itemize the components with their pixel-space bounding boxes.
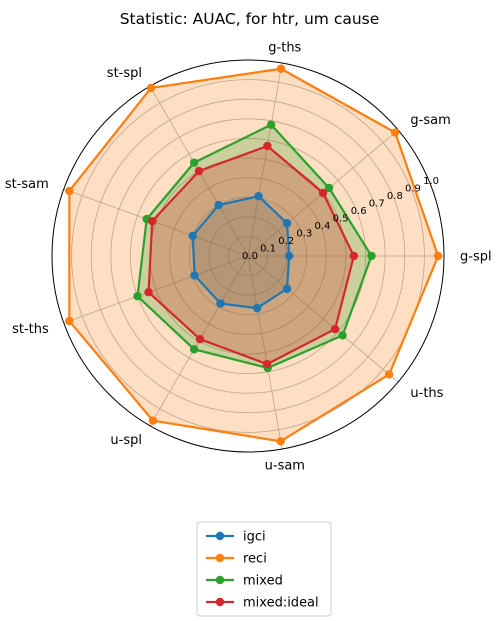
radial-tick-label: 1.0 (423, 176, 439, 187)
data-point-reci (390, 128, 400, 137)
series-line-reci (68, 67, 440, 443)
radial-tick-label: 0.8 (387, 191, 403, 202)
data-point-reci (276, 437, 285, 446)
legend-marker-igci (215, 531, 225, 541)
legend-label-mixed-ideal: mixed:ideal (243, 596, 319, 611)
legend-marker-mixed-ideal (215, 597, 225, 607)
data-point-mixed-ideal (318, 188, 328, 198)
data-point-igci (190, 271, 199, 280)
radial-tick-labels: 0.00.10.20.30.40.50.60.70.80.91.0 (242, 176, 439, 262)
series-fill-igci (192, 196, 290, 309)
data-point-mixed-ideal (330, 324, 340, 334)
data-point-reci (146, 83, 156, 93)
series-line-igci (191, 195, 291, 310)
legend-marker-reci (215, 553, 225, 563)
legend-marker-mixed (215, 575, 225, 585)
data-point-mixed (338, 331, 347, 340)
data-point-igci (188, 231, 197, 241)
axis-label-u-ths: u-ths (410, 386, 443, 401)
data-point-reci (65, 316, 74, 326)
chart-title: Statistic: AUAC, for htr, um cause (120, 10, 380, 28)
legend-label-reci: reci (243, 552, 267, 567)
data-point-igci (252, 303, 262, 313)
axis-label-st-spl: st-spl (107, 66, 142, 81)
series-fill-mixed-ideal (148, 145, 354, 365)
radial-tick-label: 0.7 (369, 198, 385, 209)
radial-tick-label: 0.4 (314, 221, 330, 232)
data-point-mixed-ideal (195, 334, 205, 344)
data-point-igci (254, 191, 263, 201)
data-point-mixed (324, 183, 334, 193)
data-point-mixed-ideal (144, 287, 153, 297)
data-point-reci (65, 186, 74, 196)
data-point-igci (284, 251, 294, 261)
grid-spoke (247, 255, 399, 383)
series-line-mixed (136, 123, 373, 370)
data-point-igci (216, 299, 225, 308)
data-point-mixed-ideal (194, 166, 204, 176)
radial-tick-label: 0.1 (260, 243, 276, 254)
grid-spoke (247, 255, 283, 450)
data-point-reci (148, 416, 158, 425)
radial-tick-label: 0.0 (242, 251, 258, 262)
data-point-reci (384, 370, 394, 379)
axis-label-g-spl: g-spl (460, 250, 492, 265)
axis-labels: g-spl g-sam g-ths st-spl st-sam st-ths u-spl u-… (5, 41, 492, 474)
data-point-mixed-ideal (262, 359, 272, 369)
axis-label-u-sam: u-sam (265, 458, 305, 473)
radial-tick-label: 0.6 (351, 206, 367, 217)
radial-tick-label: 0.9 (405, 183, 421, 194)
axis-label-g-sam: g-sam (410, 113, 450, 128)
data-point-mixed (133, 292, 142, 301)
legend-box (196, 521, 332, 617)
legend: igci reci mixed mixed:ideal (196, 521, 332, 617)
radial-tick-label: 0.3 (296, 228, 312, 239)
data-point-igci (282, 284, 292, 293)
radial-tick-label: 0.5 (333, 213, 349, 224)
data-point-mixed-ideal (148, 216, 157, 226)
data-point-mixed (266, 120, 276, 129)
axis-label-u-spl: u-spl (110, 433, 142, 448)
data-point-mixed (189, 345, 199, 354)
data-point-mixed-ideal (263, 141, 272, 151)
data-point-mixed-ideal (349, 251, 359, 261)
data-point-igci (282, 219, 292, 228)
axis-label-g-ths: g-ths (268, 41, 301, 56)
legend-label-igci: igci (243, 530, 266, 545)
data-point-reci (276, 64, 286, 73)
data-point-mixed (367, 251, 376, 261)
data-point-igci (214, 200, 223, 210)
data-point-reci (433, 251, 443, 261)
radial-tick-label: 0.2 (278, 236, 294, 247)
outer-frame (51, 59, 445, 453)
grid-spoke (247, 62, 283, 257)
series-fill-reci (69, 68, 439, 442)
data-point-mixed (189, 158, 199, 167)
legend-label-mixed: mixed (243, 574, 283, 589)
axis-label-st-ths: st-ths (12, 322, 49, 337)
grid-spoke (63, 255, 249, 324)
axis-label-st-sam: st-sam (5, 177, 49, 192)
series-lines (65, 64, 443, 446)
series-line-mixed-ideal (147, 144, 355, 366)
